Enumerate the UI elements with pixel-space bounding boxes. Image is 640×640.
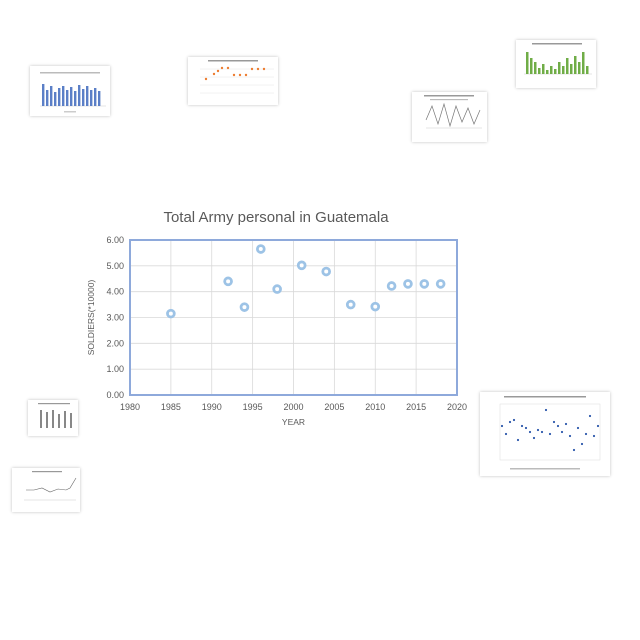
y-tick-label: 1.00 bbox=[106, 364, 124, 374]
x-axis-label: YEAR bbox=[282, 417, 305, 427]
thumbnail-bar-chart-green bbox=[516, 40, 596, 88]
data-point bbox=[345, 299, 356, 310]
x-tick-label: 1980 bbox=[120, 402, 140, 412]
data-point bbox=[223, 276, 233, 287]
thumbnail-line-chart-small bbox=[12, 468, 80, 512]
y-axis-label: SOLDIERS(*10000) bbox=[86, 280, 96, 356]
grid-lines bbox=[129, 239, 458, 396]
data-point bbox=[403, 279, 413, 289]
y-tick-label: 0.00 bbox=[106, 390, 124, 400]
y-tick-label: 6.00 bbox=[106, 235, 124, 245]
thumbnail-line-chart bbox=[412, 92, 487, 142]
y-tick-labels: 0.00 1.00 2.00 3.00 4.00 5.00 6.00 bbox=[106, 235, 124, 400]
data-point bbox=[256, 244, 266, 254]
x-tick-label: 2015 bbox=[406, 402, 426, 412]
data-point bbox=[419, 279, 430, 289]
chart-title: Total Army personal in Guatemala bbox=[163, 209, 389, 226]
thumbnail-bar-chart-blue bbox=[30, 66, 110, 116]
x-tick-label: 2010 bbox=[365, 402, 385, 412]
data-point bbox=[321, 266, 332, 277]
main-scatter-chart: Total Army personal in Guatemala 0.00 1.0… bbox=[86, 209, 467, 427]
x-tick-label: 2020 bbox=[447, 402, 467, 412]
x-tick-label: 2005 bbox=[324, 402, 344, 412]
data-point bbox=[370, 301, 381, 312]
data-point bbox=[296, 260, 307, 271]
x-tick-label: 2000 bbox=[283, 402, 303, 412]
x-tick-labels: 1980 1985 1990 1995 2000 2005 2010 2015 2020 bbox=[120, 402, 467, 412]
data-points bbox=[166, 244, 446, 319]
x-tick-label: 1985 bbox=[161, 402, 181, 412]
y-tick-label: 4.00 bbox=[106, 287, 124, 297]
thumbnail-scatter-blue bbox=[480, 392, 610, 476]
data-point bbox=[166, 308, 176, 319]
data-point bbox=[272, 284, 282, 294]
data-point bbox=[435, 279, 446, 289]
x-tick-label: 1990 bbox=[202, 402, 222, 412]
y-tick-label: 5.00 bbox=[106, 261, 124, 271]
y-tick-label: 3.00 bbox=[106, 313, 124, 323]
data-point bbox=[239, 302, 250, 312]
thumbnail-scatter-orange bbox=[188, 57, 278, 105]
y-tick-label: 2.00 bbox=[106, 338, 124, 348]
data-point bbox=[386, 281, 397, 291]
plot-area-border bbox=[129, 239, 458, 396]
thumbnail-column-chart-small bbox=[28, 400, 78, 436]
x-tick-label: 1995 bbox=[243, 402, 263, 412]
